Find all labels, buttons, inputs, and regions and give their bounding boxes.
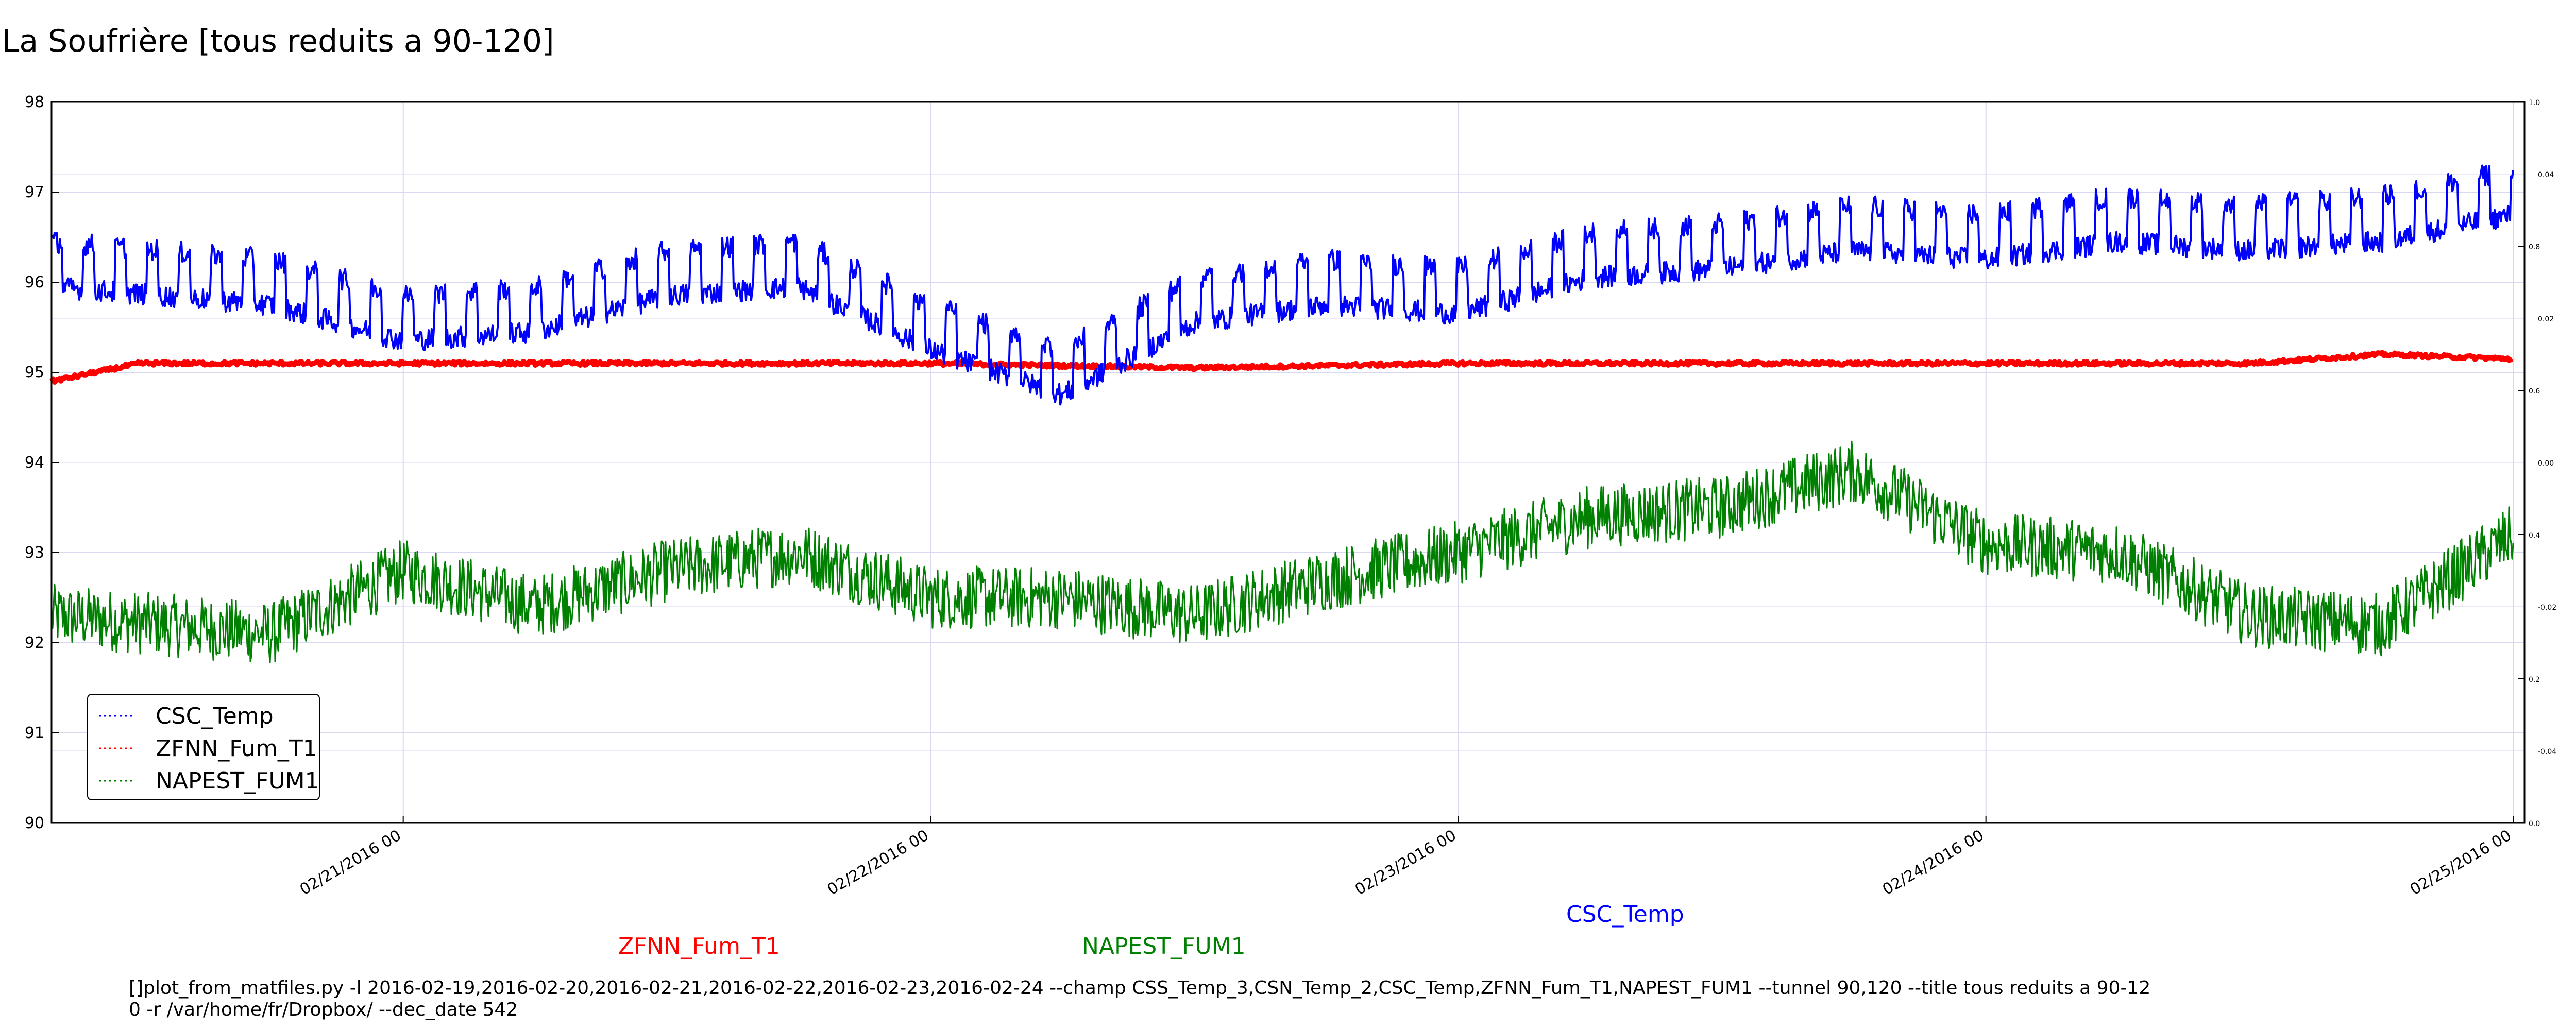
right-tick-label-b: 0.04 xyxy=(2538,171,2554,179)
legend-label: ZFNN_Fum_T1 xyxy=(156,735,317,762)
x-tick-label: 02/23/2016 00 xyxy=(1352,827,1460,899)
gridlines xyxy=(52,102,2524,823)
series-line-CSC_Temp xyxy=(50,164,2514,406)
series-line-ZFNN_Fum_T1 xyxy=(49,350,2514,385)
series-labels-below: ZFNN_Fum_T1 NAPEST_FUM1 CSC_Temp xyxy=(618,901,1684,959)
y-tick-label: 96 xyxy=(25,273,44,291)
right-tick-label: 1.0 xyxy=(2529,99,2540,107)
x-axis: 02/21/2016 00 02/22/2016 00 02/23/2016 00 0… xyxy=(297,816,2515,899)
series-label-below: NAPEST_FUM1 xyxy=(1082,933,1246,959)
series-label-below: CSC_Temp xyxy=(1566,901,1684,928)
right-tick-label: 0.8 xyxy=(2529,243,2540,251)
y-tick-label: 97 xyxy=(25,183,44,201)
right-tick-label-b: 0.00 xyxy=(2538,459,2554,468)
legend: CSC_Temp ZFNN_Fum_T1 NAPEST_FUM1 xyxy=(87,694,320,800)
series-group xyxy=(49,164,2514,663)
y-tick-label: 92 xyxy=(25,634,44,652)
chart-title: La Soufrière [tous reduits a 90-120] xyxy=(2,23,554,59)
y-tick-label: 91 xyxy=(25,724,44,742)
right-tick-label-b: 0.02 xyxy=(2538,315,2554,323)
right-tick-label: 0.4 xyxy=(2529,531,2540,540)
right-tick-label: 0.6 xyxy=(2529,387,2540,396)
x-tick-label: 02/24/2016 00 xyxy=(1879,827,1987,899)
command-line-text: []plot_from_matfiles.py -l 2016-02-19,20… xyxy=(129,977,2150,999)
x-tick-label: 02/21/2016 00 xyxy=(297,827,404,899)
y-axis-right: 0.0 0.2 0.4 0.6 0.8 1.0 0.04 0.02 0.00 -0.02 -0.04 xyxy=(2518,99,2556,828)
command-line-text: 0 -r /var/home/fr/Dropbox/ --dec_date 54… xyxy=(129,999,518,1020)
x-tick-label: 02/25/2016 00 xyxy=(2407,827,2515,899)
legend-label: CSC_Temp xyxy=(156,703,274,729)
y-axis-left: 90 91 92 93 94 95 96 97 98 xyxy=(25,93,59,832)
y-tick-label: 93 xyxy=(25,544,44,562)
y-tick-label: 94 xyxy=(25,454,44,472)
legend-label: NAPEST_FUM1 xyxy=(156,768,319,794)
series-label-below: ZFNN_Fum_T1 xyxy=(618,933,780,959)
command-line: []plot_from_matfiles.py -l 2016-02-19,20… xyxy=(129,977,2150,1020)
y-tick-label: 95 xyxy=(25,364,44,382)
series-line-NAPEST_FUM1 xyxy=(50,440,2514,663)
y-tick-label: 98 xyxy=(25,93,44,111)
right-tick-label: 0.2 xyxy=(2529,676,2540,684)
x-tick-label: 02/22/2016 00 xyxy=(824,827,932,899)
right-tick-label-b: -0.04 xyxy=(2538,748,2556,756)
right-tick-label-b: -0.02 xyxy=(2538,604,2556,612)
right-tick-label: 0.0 xyxy=(2529,820,2540,828)
legend-box xyxy=(87,694,320,800)
y-tick-label: 90 xyxy=(25,814,44,832)
